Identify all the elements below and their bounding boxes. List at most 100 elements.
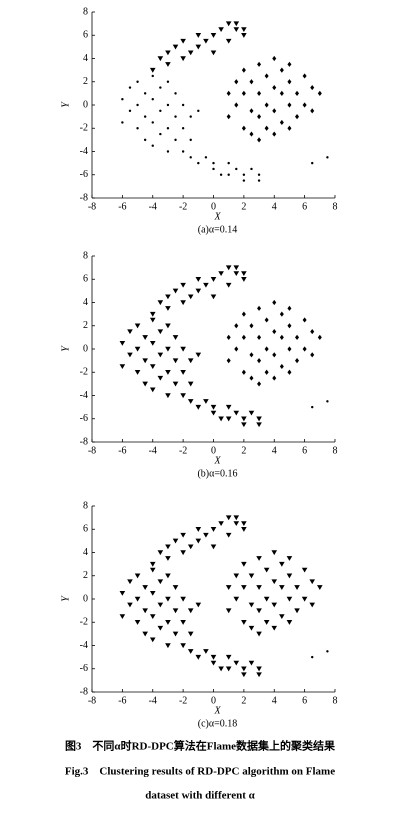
point (172, 538, 179, 544)
point (142, 631, 148, 637)
x-tick-label: -4 (149, 445, 157, 456)
point (317, 585, 323, 590)
y-tick-label: -2 (80, 367, 88, 378)
x-tick-label: 8 (333, 445, 338, 456)
point (195, 527, 202, 532)
point (195, 352, 202, 358)
y-tick-label: 8 (83, 250, 88, 261)
x-tick-label: -2 (179, 695, 187, 706)
x-tick-label: 2 (241, 445, 246, 456)
point (248, 625, 255, 631)
point (311, 655, 314, 659)
point (157, 550, 164, 556)
point (180, 300, 186, 306)
point (165, 306, 171, 311)
point (195, 44, 202, 50)
point (172, 381, 179, 387)
point (286, 573, 293, 579)
point (149, 364, 156, 370)
point (241, 125, 246, 131)
point (256, 422, 262, 428)
point (226, 334, 231, 340)
point (302, 73, 307, 79)
point (136, 103, 139, 107)
point (225, 585, 232, 590)
point (225, 38, 232, 44)
point (248, 410, 255, 416)
point (151, 74, 154, 78)
point (287, 305, 292, 311)
point (227, 161, 230, 165)
x-tick-label: 8 (333, 695, 338, 706)
y-tick-label: -4 (80, 640, 88, 651)
point (241, 27, 247, 33)
point (226, 114, 231, 120)
point (174, 138, 177, 142)
point (241, 271, 247, 277)
point (249, 375, 254, 381)
point (218, 27, 224, 33)
y-tick-label: 2 (83, 320, 88, 331)
point (317, 334, 322, 340)
point (128, 109, 132, 113)
point (195, 654, 202, 660)
point (157, 352, 164, 358)
point (187, 50, 194, 56)
point (263, 567, 270, 573)
point (189, 156, 192, 159)
y-tick-label: 0 (83, 343, 88, 354)
point (210, 404, 217, 410)
point (279, 561, 285, 567)
point (165, 620, 171, 625)
point (180, 643, 186, 649)
point (151, 144, 154, 147)
point (227, 173, 230, 176)
point (149, 614, 156, 620)
point (271, 602, 278, 608)
point (181, 150, 185, 153)
point (287, 125, 292, 131)
x-tick-label: 2 (241, 695, 246, 706)
x-tick-label: -2 (179, 445, 187, 456)
point (257, 179, 261, 182)
point (279, 119, 284, 126)
x-tick-label: 2 (241, 201, 246, 212)
x-tick-label: 4 (272, 201, 277, 212)
point (210, 660, 217, 666)
point (212, 161, 215, 165)
point (180, 56, 186, 62)
point (225, 515, 232, 521)
point (187, 294, 194, 300)
x-tick-label: 6 (302, 695, 307, 706)
point (287, 102, 292, 108)
point (257, 305, 262, 311)
point (294, 585, 300, 590)
point (119, 614, 126, 620)
point (165, 393, 171, 399)
point (310, 84, 315, 91)
point (256, 608, 262, 614)
point (225, 265, 232, 271)
point (257, 173, 261, 176)
point (197, 161, 200, 165)
point (233, 410, 240, 416)
point (233, 265, 240, 271)
point (165, 643, 171, 649)
point (174, 92, 177, 95)
point (309, 602, 316, 608)
point (189, 138, 192, 142)
x-tick-label: 6 (302, 201, 307, 212)
point (136, 80, 139, 83)
subfigure-caption: (b)α=0.16 (197, 468, 237, 479)
point (257, 381, 262, 387)
point (256, 631, 262, 637)
point (233, 515, 240, 521)
point (157, 602, 164, 608)
point (295, 114, 300, 120)
point (234, 79, 239, 85)
point (143, 115, 147, 118)
point (172, 585, 179, 590)
point (248, 602, 255, 608)
point (279, 363, 284, 370)
point (302, 317, 307, 323)
